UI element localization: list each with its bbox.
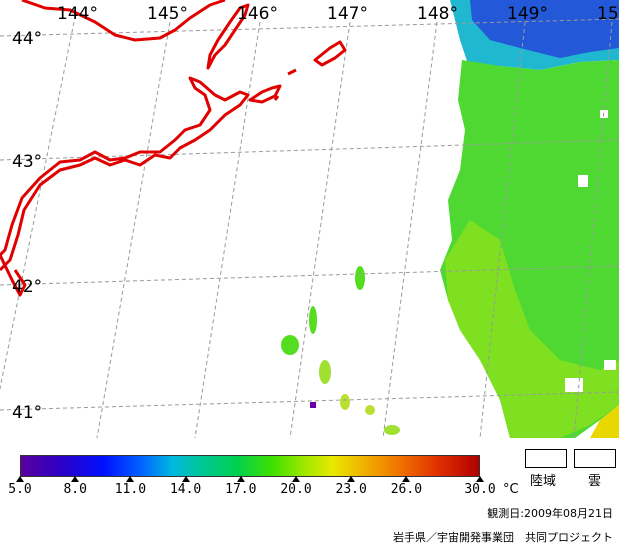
longitude-label: 148° bbox=[417, 4, 458, 24]
cloud-hole bbox=[578, 175, 588, 187]
land-legend-label: 陸域 bbox=[530, 474, 557, 489]
sst-blob bbox=[355, 266, 365, 290]
longitude-label: 146° bbox=[237, 4, 278, 24]
sst-blob bbox=[319, 360, 331, 384]
colorbar-tick-mark bbox=[71, 476, 80, 482]
cloud-hole bbox=[604, 360, 616, 370]
cloud-legend-swatch bbox=[574, 449, 616, 468]
land-legend-swatch bbox=[525, 449, 567, 468]
sst-yellow-patch bbox=[590, 405, 619, 438]
latitude-label: 41° bbox=[12, 403, 42, 423]
longitude-label: 145° bbox=[147, 4, 188, 24]
colorbar-tick-label: 23.0 bbox=[335, 482, 367, 497]
sst-blob bbox=[340, 394, 350, 410]
colorbar-tick-mark bbox=[181, 476, 190, 482]
cloud-hole bbox=[565, 378, 583, 392]
graticule bbox=[0, 18, 619, 438]
longitude-label: 147° bbox=[327, 4, 368, 24]
sst-blob bbox=[384, 425, 400, 435]
latitude-label: 44° bbox=[12, 29, 42, 49]
colorbar-tick-label: 26.0 bbox=[390, 482, 423, 497]
observation-date: 観測日:2009年08月21日 bbox=[487, 507, 613, 520]
colorbar-tick-label: 8.0 bbox=[63, 482, 87, 497]
latitude-label: 42° bbox=[12, 277, 42, 297]
colorbar-tick-mark bbox=[402, 476, 411, 482]
longitude-label: 15 bbox=[597, 4, 619, 24]
sst-field bbox=[281, 0, 619, 438]
colorbar-tick-mark bbox=[126, 476, 135, 482]
cloud-legend-label: 雲 bbox=[588, 474, 602, 489]
unit-label: °C bbox=[503, 482, 519, 497]
colorbar-tick-mark bbox=[236, 476, 245, 482]
sst-blob bbox=[310, 402, 316, 408]
sst-blob bbox=[281, 335, 299, 355]
colorbar-tick-label: 20.0 bbox=[280, 482, 312, 497]
colorbar-tick-mark bbox=[292, 476, 300, 482]
colorbar-tick-mark bbox=[16, 476, 24, 482]
credit-text: 岩手県／宇宙開発事業団 共同プロジェクト bbox=[393, 531, 613, 544]
colorbar-tick-label: 11.0 bbox=[114, 482, 147, 497]
colorbar-tick-label: 5.0 bbox=[8, 482, 32, 497]
colorbar-gradient bbox=[20, 455, 480, 477]
longitude-label: 144° bbox=[57, 4, 98, 24]
sst-blob bbox=[365, 405, 375, 415]
temperature-colorbar bbox=[20, 455, 480, 477]
coastline bbox=[0, 0, 347, 297]
colorbar-tick-mark bbox=[476, 476, 484, 482]
colorbar-tick-mark bbox=[347, 476, 356, 482]
sst-blob bbox=[309, 306, 317, 334]
sst-map: 144° 145° 146° 147° 148° 149° 15 44° 43°… bbox=[0, 0, 619, 438]
colorbar-tick-label: 30.0 bbox=[464, 482, 496, 497]
colorbar-tick-label: 17.0 bbox=[225, 482, 257, 497]
sst-blue-band bbox=[470, 0, 619, 58]
colorbar-tick-label: 14.0 bbox=[169, 482, 202, 497]
longitude-label: 149° bbox=[507, 4, 548, 24]
latitude-label: 43° bbox=[12, 152, 42, 172]
